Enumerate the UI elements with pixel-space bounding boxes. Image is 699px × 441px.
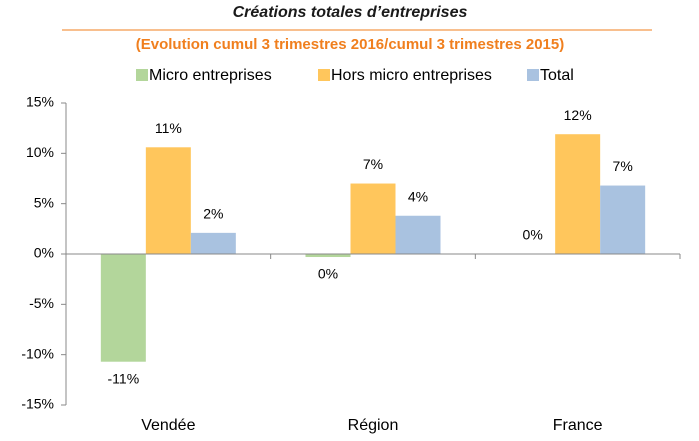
value-label: 0% <box>318 266 338 282</box>
value-label: 0% <box>523 227 543 243</box>
bar <box>395 215 441 254</box>
y-tick-label: 0% <box>34 245 54 261</box>
value-label: -11% <box>108 370 140 386</box>
x-tick-label: Vendée <box>141 417 195 434</box>
y-tick-label: 10% <box>26 144 54 160</box>
y-tick-label: 5% <box>34 194 54 210</box>
y-tick-label: -15% <box>21 396 54 412</box>
value-label: 12% <box>564 107 592 123</box>
bar <box>350 183 396 254</box>
y-tick-label: 15% <box>26 94 54 110</box>
value-label: 11% <box>155 120 182 136</box>
value-label: 4% <box>408 188 428 204</box>
bar <box>145 147 191 254</box>
legend-swatch <box>318 69 330 81</box>
legend-swatch <box>527 69 539 81</box>
value-label: 2% <box>203 206 223 222</box>
legend-swatch <box>136 69 148 81</box>
bar <box>305 254 351 258</box>
bar <box>600 185 646 254</box>
x-tick-label: Région <box>348 417 399 434</box>
value-label: 7% <box>613 158 633 174</box>
x-tick-label: France <box>553 417 603 434</box>
y-tick-label: -5% <box>29 295 54 311</box>
bar <box>190 232 236 254</box>
value-label: 7% <box>363 156 383 172</box>
chart-title: Créations totales d’entreprises <box>233 4 468 21</box>
chart-subtitle: (Evolution cumul 3 trimestres 2016/cumul… <box>136 36 565 53</box>
legend-label: Total <box>540 67 574 84</box>
legend-label: Hors micro entreprises <box>331 67 492 84</box>
y-tick-label: -10% <box>21 345 54 361</box>
bar <box>555 134 601 254</box>
bar <box>100 254 146 362</box>
legend-label: Micro entreprises <box>149 67 272 84</box>
